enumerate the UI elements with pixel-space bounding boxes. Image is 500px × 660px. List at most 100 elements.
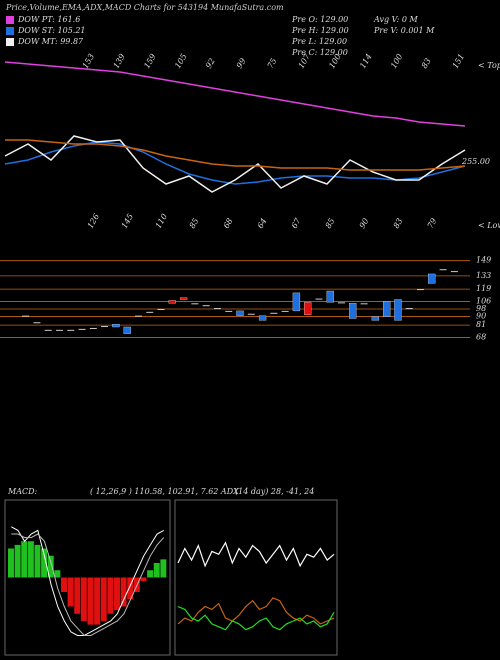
candle-body	[55, 329, 63, 331]
series-line	[177, 605, 335, 631]
histogram-bar	[67, 577, 74, 607]
histogram-bar	[140, 577, 147, 582]
low-label: 83	[392, 217, 405, 230]
top-label: 139	[112, 52, 127, 70]
histogram-bar	[54, 570, 61, 578]
candle-body	[225, 310, 233, 312]
y-tick-label: 106	[476, 296, 491, 305]
candle-body	[450, 271, 458, 273]
histogram-bar	[61, 577, 67, 592]
series-line	[11, 533, 165, 636]
series-line	[4, 135, 466, 193]
y-tick-label: 68	[476, 332, 486, 341]
y-tick-label: 119	[476, 284, 491, 293]
series-line	[177, 597, 335, 625]
candle-body	[394, 299, 402, 321]
histogram-bar	[8, 548, 14, 578]
low-label: 64	[256, 217, 269, 230]
histogram-bar	[74, 577, 81, 614]
candle-body	[439, 269, 447, 271]
top-label: 151	[451, 52, 466, 70]
info-text: Pre V: 0.001 M	[373, 26, 435, 35]
low-label: 67	[290, 216, 303, 230]
low-label: 126	[86, 212, 101, 230]
candle-body	[383, 301, 391, 317]
legend-label: DOW PT: 161.6	[17, 15, 80, 24]
candle-body	[258, 315, 267, 321]
candle-body	[360, 303, 368, 305]
legend-swatch	[6, 38, 14, 46]
candle-body	[338, 302, 346, 304]
info-text: Pre H: 129.00	[291, 26, 349, 35]
candle-body	[202, 305, 210, 307]
low-label: 85	[188, 217, 201, 230]
candle-body	[428, 273, 436, 284]
histogram-bar	[147, 570, 154, 578]
low-label: 85	[324, 217, 337, 230]
chart-title: Price,Volume,EMA,ADX,MACD Charts for 543…	[5, 3, 284, 12]
candle-body	[179, 297, 188, 300]
candle-body	[78, 328, 86, 330]
candle-body	[44, 329, 52, 331]
info-text: Pre C: 129.00	[291, 48, 348, 57]
top-label: 100	[389, 52, 404, 70]
macd-title: MACD:	[7, 487, 38, 496]
histogram-bar	[47, 555, 54, 578]
candle-body	[349, 303, 357, 319]
histogram-bar	[80, 577, 87, 621]
low-label: 79	[426, 217, 439, 230]
legend-label: DOW ST: 105.21	[17, 26, 86, 35]
legend-label: DOW MT: 99.87	[17, 37, 84, 46]
top-label: 83	[420, 57, 433, 70]
low-label: 90	[358, 217, 371, 230]
histogram-bar	[94, 577, 101, 625]
histogram-bar	[114, 577, 120, 611]
price-label: 255.00	[461, 157, 490, 166]
histogram-bar	[21, 541, 28, 578]
low-label: 110	[154, 212, 169, 230]
candle-body	[67, 329, 75, 331]
top-label: 153	[81, 52, 96, 70]
histogram-bar	[107, 577, 114, 614]
adx-frame	[174, 499, 338, 656]
low-label: 145	[120, 212, 135, 230]
y-tick-label: 133	[476, 271, 491, 280]
candle-body	[247, 313, 255, 315]
y-tick-label: 149	[476, 256, 491, 265]
legend-swatch	[6, 27, 14, 35]
candle-body	[213, 308, 221, 310]
candle-body	[417, 289, 425, 291]
candle-body	[22, 315, 30, 317]
series-line	[5, 139, 466, 171]
candle-body	[315, 298, 323, 300]
candle-body	[405, 308, 413, 310]
adx-params: (14 day) 28, -41, 24	[235, 487, 314, 496]
candle-body	[292, 292, 301, 312]
candle-body	[146, 311, 154, 313]
candle-body	[89, 327, 97, 329]
y-tick-label: 98	[476, 304, 486, 313]
top-label: 159	[142, 52, 157, 70]
top-label: 75	[266, 57, 279, 70]
legend-swatch	[6, 16, 14, 24]
macd-params: ( 12,26,9 ) 110.58, 102.91, 7.62 ADX	[90, 487, 239, 496]
y-tick-label: 90	[476, 312, 486, 321]
top-label: 114	[358, 52, 373, 70]
candle-body	[326, 290, 334, 303]
candle-body	[304, 302, 312, 315]
top-label: 92	[204, 57, 217, 70]
series-line	[4, 61, 466, 127]
tops-label: < Tops	[478, 61, 500, 70]
candle-body	[157, 309, 165, 310]
histogram-bar	[127, 577, 134, 600]
histogram-bar	[41, 548, 48, 578]
top-label: 105	[173, 52, 188, 70]
histogram-bar	[153, 563, 160, 578]
candle-body	[371, 316, 380, 321]
candle-body	[123, 326, 131, 334]
lows-label: < Lows	[478, 221, 500, 230]
candle-body	[236, 310, 244, 316]
candle-body	[112, 324, 120, 328]
histogram-bar	[14, 544, 21, 578]
y-tick-label: 81	[476, 320, 486, 329]
